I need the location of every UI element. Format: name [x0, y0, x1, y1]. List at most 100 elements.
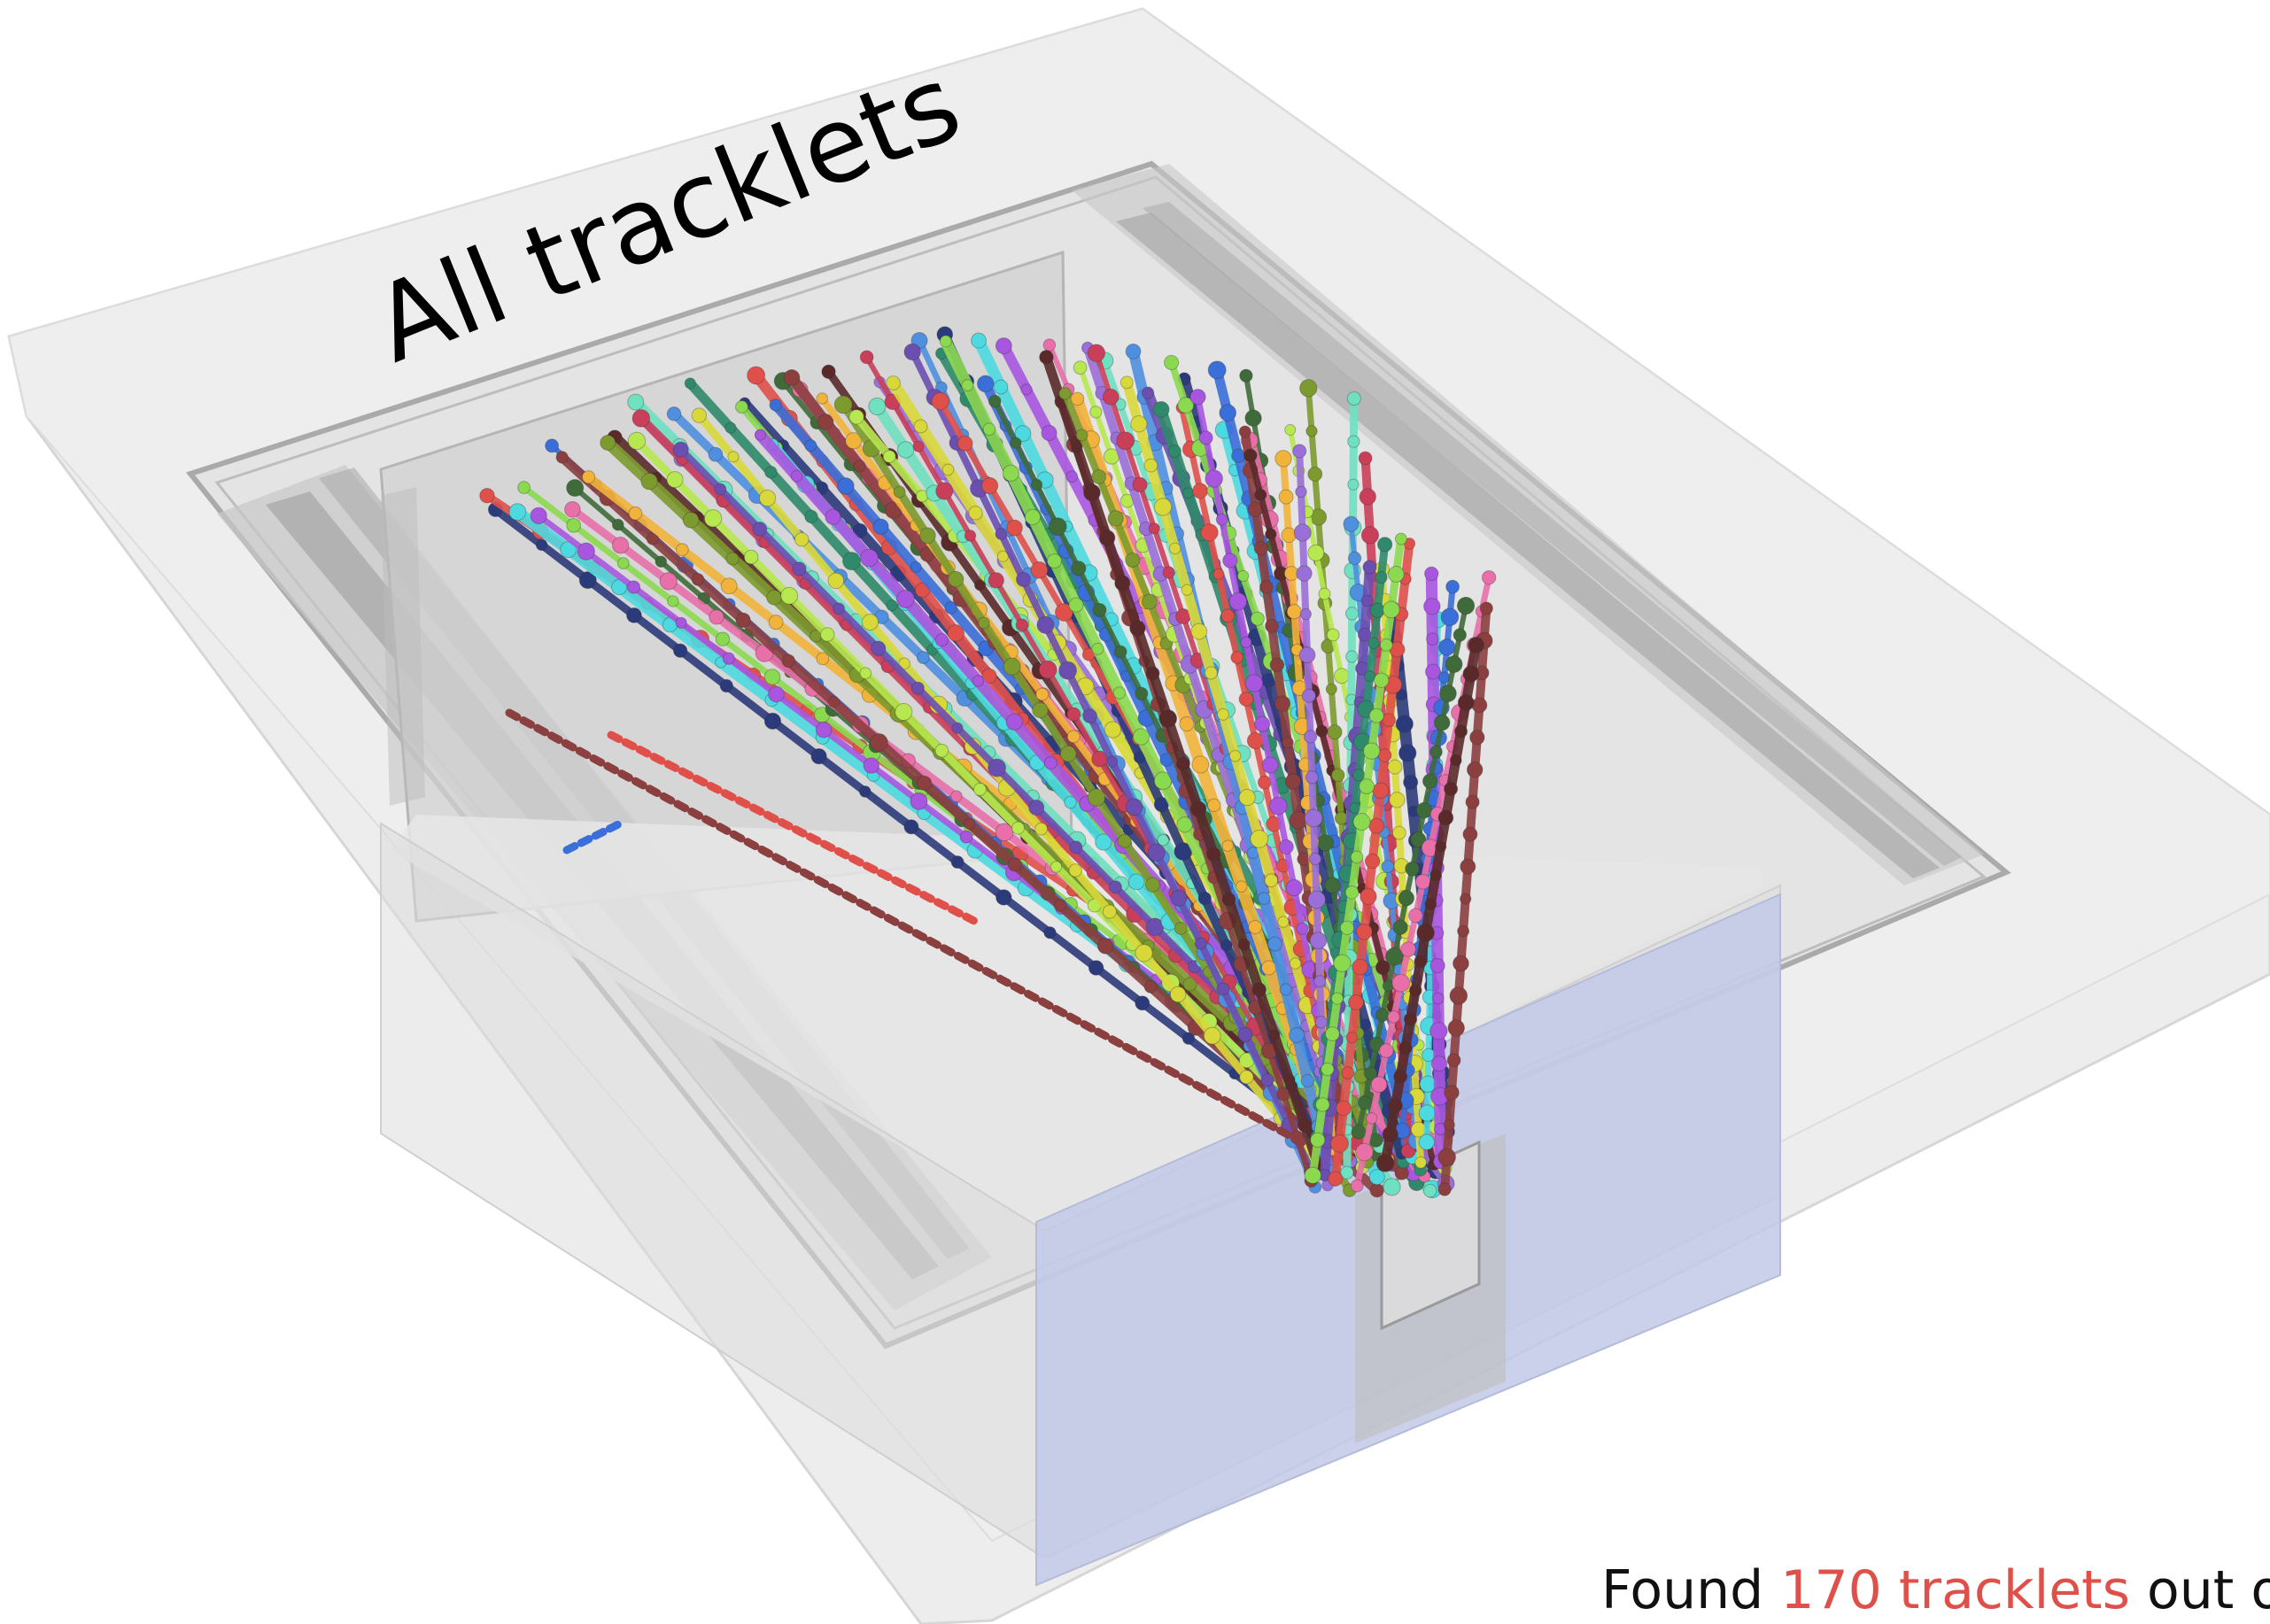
- tracklet-hit: [1443, 1118, 1455, 1131]
- tracklet-hit: [611, 518, 624, 531]
- tracklet-hit: [947, 624, 965, 642]
- tracklet-hit: [1426, 632, 1439, 646]
- tracklet-hit: [961, 379, 974, 392]
- tracklet-hit: [863, 757, 879, 774]
- tracklet-hit: [1398, 744, 1417, 762]
- tracklet-hit: [600, 434, 616, 451]
- tracklet-hit: [1169, 986, 1187, 1003]
- tracklet-hit: [1403, 774, 1419, 790]
- tracklet-hit: [628, 506, 643, 521]
- tracklet-hit: [988, 394, 1002, 408]
- tracklet-hit: [545, 438, 560, 453]
- tracklet-hit: [1305, 425, 1318, 437]
- tracklet-hit: [1207, 798, 1221, 813]
- tracklet-hit: [1032, 701, 1049, 719]
- tracklet-hit: [957, 435, 973, 452]
- tracklet-hit: [1014, 425, 1032, 442]
- tracklet-hit: [1398, 890, 1415, 907]
- tracklet-hit: [1257, 892, 1271, 905]
- tracklet-hit: [1429, 869, 1442, 882]
- tracklet-hit: [1261, 960, 1277, 976]
- tracklet-hit: [1379, 638, 1393, 652]
- tracklet-hit: [720, 577, 738, 595]
- tracklet-hit: [1192, 483, 1209, 499]
- tracklet-hit: [947, 570, 965, 588]
- tracklet-hit: [1046, 553, 1062, 569]
- tracklet-hit: [1285, 878, 1303, 897]
- tracklet-hit: [1106, 755, 1119, 768]
- tracklet-hit: [821, 364, 836, 379]
- tracklet-hit: [1068, 597, 1084, 613]
- tracklet-line: [562, 819, 624, 855]
- tracklet-hit: [1212, 568, 1225, 581]
- tracklet-hit: [1355, 923, 1373, 940]
- tracklet-hit: [1114, 575, 1131, 592]
- tracklet-hit: [988, 572, 1004, 589]
- tracklet-hit: [1341, 1066, 1355, 1080]
- tracklet-hit: [1215, 513, 1228, 526]
- tracklet-hit: [727, 451, 740, 463]
- tracklet-hit: [1237, 569, 1250, 583]
- tracklet-hit: [1457, 924, 1470, 938]
- tracklet-hit: [1422, 773, 1438, 789]
- tracklet-hit: [1253, 541, 1268, 556]
- tracklet-hit: [479, 487, 495, 504]
- tracklet-hit: [895, 702, 913, 722]
- tracklet-hit: [1299, 379, 1318, 398]
- tracklet-hit: [917, 775, 933, 791]
- tracklet-hit: [1098, 530, 1116, 546]
- tracklet-hit: [1053, 899, 1067, 912]
- tracklet-hit: [1220, 939, 1233, 952]
- tracklet-hit: [1381, 860, 1395, 873]
- tracklet-hit: [1437, 1182, 1452, 1196]
- tracklet-hit: [1167, 445, 1181, 459]
- tracklet-hit: [1141, 386, 1155, 399]
- tracklet-hit: [1324, 1026, 1340, 1042]
- tracklet-hit: [1433, 714, 1451, 731]
- tracklet-hit: [1449, 986, 1468, 1005]
- tracklet-hit: [1387, 1010, 1400, 1024]
- tracklet-hit: [566, 518, 581, 533]
- tracklet-hit: [1030, 561, 1049, 579]
- tracklet-hit: [675, 543, 689, 557]
- tracklet-hit: [1339, 920, 1355, 935]
- tracklet-hit: [1382, 713, 1397, 728]
- tracklet-hit: [780, 586, 799, 605]
- tracklet-hit: [1430, 1056, 1448, 1072]
- tracklet-hit: [769, 398, 782, 412]
- tracklet-hit: [1304, 808, 1323, 828]
- tracklet-hit: [564, 501, 581, 518]
- tracklet-hit: [1007, 857, 1022, 872]
- tracklet-hit: [1348, 994, 1364, 1010]
- tracklet-hit: [837, 477, 855, 495]
- tracklet-hit: [1447, 1019, 1465, 1037]
- tracklet-hit: [1387, 759, 1403, 775]
- tracklet-hit: [1405, 861, 1420, 877]
- tracklet-hit: [1132, 476, 1148, 493]
- tracklet-hit: [1444, 781, 1459, 796]
- tracklet-hit: [871, 640, 887, 656]
- tracklet-hit: [931, 391, 950, 411]
- tracklet-hit: [868, 397, 887, 416]
- tracklet-hit: [1220, 608, 1236, 623]
- tracklet-hit: [1152, 400, 1170, 418]
- tracklet-hit: [1423, 598, 1441, 615]
- tracklet-hit: [861, 614, 879, 631]
- tracklet-hit: [747, 366, 766, 385]
- tracklet-hit: [1264, 873, 1279, 888]
- tracklet-hit: [1391, 973, 1411, 993]
- tracklet-hit: [913, 419, 928, 434]
- tracklet-hit: [1238, 425, 1251, 438]
- tracklet-hit: [1321, 1062, 1335, 1077]
- tracklet-hit: [1174, 922, 1188, 935]
- tracklet-hit: [1035, 687, 1050, 701]
- tracklet-hit: [1058, 661, 1077, 680]
- tracklet-hit: [825, 508, 841, 525]
- tracklet-hit: [1324, 877, 1342, 894]
- tracklet-hit: [1011, 821, 1025, 835]
- tracklet-hit: [1424, 898, 1437, 910]
- tracklet-hit: [659, 572, 678, 591]
- tracklet-hit: [1239, 368, 1253, 383]
- tracklet-hit: [1375, 570, 1388, 584]
- tracklet-hit: [1307, 890, 1326, 909]
